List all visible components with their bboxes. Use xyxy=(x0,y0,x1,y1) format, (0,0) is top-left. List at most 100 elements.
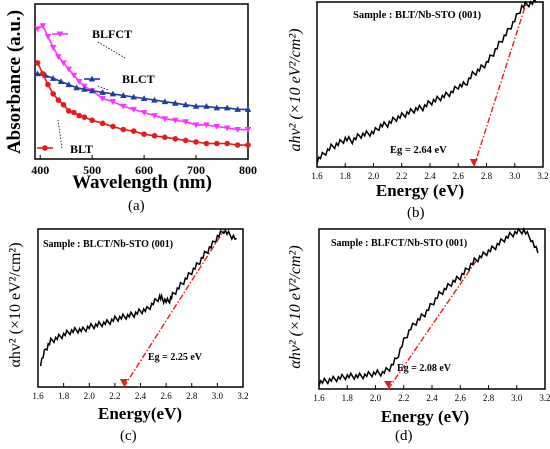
data-point xyxy=(39,70,46,77)
data-point xyxy=(162,134,168,141)
x-tick-label: 2.8 xyxy=(483,393,495,403)
x-tick-label: 1.6 xyxy=(32,391,44,401)
data-point xyxy=(151,132,158,139)
sample-annotation: Sample : BLFCT/Nb-STO (001) xyxy=(331,238,467,249)
data-point xyxy=(60,101,67,108)
data-point xyxy=(120,103,127,110)
series-group xyxy=(316,0,537,164)
data-point xyxy=(75,79,83,85)
x-tick-label: 2.6 xyxy=(161,391,173,401)
data-point xyxy=(65,66,73,73)
x-tick-label: 3.2 xyxy=(539,393,550,403)
x-tick-label: 1.8 xyxy=(342,393,354,403)
x-tick-label: 2.2 xyxy=(396,171,407,181)
data-point xyxy=(81,114,88,120)
data-point xyxy=(42,145,48,151)
eg-arrow-icon xyxy=(119,379,128,386)
fit-line xyxy=(384,259,478,390)
data-point xyxy=(45,81,51,88)
data-point xyxy=(234,106,241,112)
data-point xyxy=(34,70,41,77)
data-point xyxy=(76,112,82,119)
data-point xyxy=(234,142,241,148)
data-point xyxy=(49,75,57,81)
x-axis-label: Energy(eV) xyxy=(98,404,182,423)
x-tick-label: 3.0 xyxy=(511,393,523,403)
legend-pointer xyxy=(57,119,63,149)
data-point xyxy=(151,113,158,119)
x-ticks: 1.6 1.8 2.0 2.2 2.4 2.6 2.8 3.0 3.2 xyxy=(311,163,549,181)
x-ticks: 1.6 1.8 2.0 2.2 2.4 2.6 2.8 3.0 3.2 xyxy=(32,383,249,401)
panel-label-b: (b) xyxy=(407,205,425,221)
data-point xyxy=(182,119,189,126)
eg-arrow-icon xyxy=(469,159,478,166)
x-tick-label: 2.2 xyxy=(398,393,409,403)
eg-arrow-icon xyxy=(384,381,393,388)
data-point xyxy=(65,108,72,114)
data-point xyxy=(39,23,47,29)
legend-label-blt: BLT xyxy=(70,142,93,156)
data-point xyxy=(88,87,96,94)
data-point xyxy=(99,120,106,127)
chart-b: 1.6 1.8 2.0 2.2 2.4 2.6 2.8 3.0 3.2 Sample : BLT… xyxy=(287,0,549,200)
data-point xyxy=(110,123,116,130)
data-point xyxy=(109,90,117,97)
series-group xyxy=(39,228,237,367)
data-point xyxy=(245,142,251,148)
x-tick-label: 400 xyxy=(31,163,49,177)
chart-c: 1.6 1.8 2.0 2.2 2.4 2.6 2.8 3.0 3.2 Sample : BLC… xyxy=(7,228,249,423)
data-point xyxy=(192,122,200,129)
x-axis-label: Wavelength (nm) xyxy=(72,172,212,193)
data-point xyxy=(171,99,179,106)
sample-annotation: Sample : BLT/Nb-STO (001) xyxy=(353,10,482,21)
x-tick-label: 1.8 xyxy=(340,171,352,181)
panel-label-a: (a) xyxy=(128,198,145,214)
plot-frame xyxy=(34,3,249,160)
data-point xyxy=(244,106,252,112)
data-point xyxy=(161,98,169,105)
data-point xyxy=(65,81,73,88)
data-point xyxy=(34,60,41,66)
data-point xyxy=(34,26,41,33)
data-curve xyxy=(39,228,237,367)
data-point xyxy=(109,99,117,105)
data-point xyxy=(71,109,77,116)
x-axis-label: Energy (eV) xyxy=(376,181,464,200)
data-point xyxy=(130,93,138,100)
chart-d: 1.6 1.8 2.0 2.2 2.4 2.6 2.8 3.0 3.2 Sample : BLF… xyxy=(287,227,550,426)
data-point xyxy=(161,116,169,122)
data-point xyxy=(50,91,56,97)
eg-annotation: Eg = 2.08 eV xyxy=(397,363,452,374)
data-point xyxy=(60,60,67,67)
data-point xyxy=(223,104,231,111)
x-axis-label: Energy (eV) xyxy=(381,407,469,426)
data-point xyxy=(81,85,88,92)
eg-annotation: Eg = 2.64 eV xyxy=(390,145,447,156)
x-tick-label: 2.4 xyxy=(424,171,436,181)
data-point xyxy=(140,110,148,116)
sample-annotation: Sample : BLCT/Nb-STO (001) xyxy=(43,239,173,250)
x-tick-label: 2.4 xyxy=(426,393,438,403)
x-tick-label: 2.6 xyxy=(455,393,467,403)
x-tick-label: 2.8 xyxy=(186,391,198,401)
data-point xyxy=(130,106,138,113)
data-point xyxy=(203,140,210,147)
linear-fit-line xyxy=(387,259,478,390)
y-axis-label: αhv² (×10 eV²/cm²) xyxy=(287,245,304,368)
data-point xyxy=(55,54,62,60)
chart-a: 400 500 600 700 800 Absorbance (a.u.) Wavele… xyxy=(4,3,257,193)
x-tick-label: 700 xyxy=(187,163,205,177)
y-axis-label: αhv² (×10 eV²/cm²) xyxy=(7,242,24,367)
data-point xyxy=(56,31,64,38)
fit-line xyxy=(119,230,225,388)
data-point xyxy=(213,123,221,130)
series-group xyxy=(34,23,252,148)
data-point xyxy=(244,127,252,133)
data-point xyxy=(130,128,137,134)
x-tick-label: 600 xyxy=(135,163,153,177)
plot-frame xyxy=(37,228,244,388)
data-point xyxy=(140,95,148,102)
x-ticks: 400 500 600 700 800 xyxy=(31,155,257,177)
data-point xyxy=(73,84,80,91)
data-curve xyxy=(318,227,539,386)
